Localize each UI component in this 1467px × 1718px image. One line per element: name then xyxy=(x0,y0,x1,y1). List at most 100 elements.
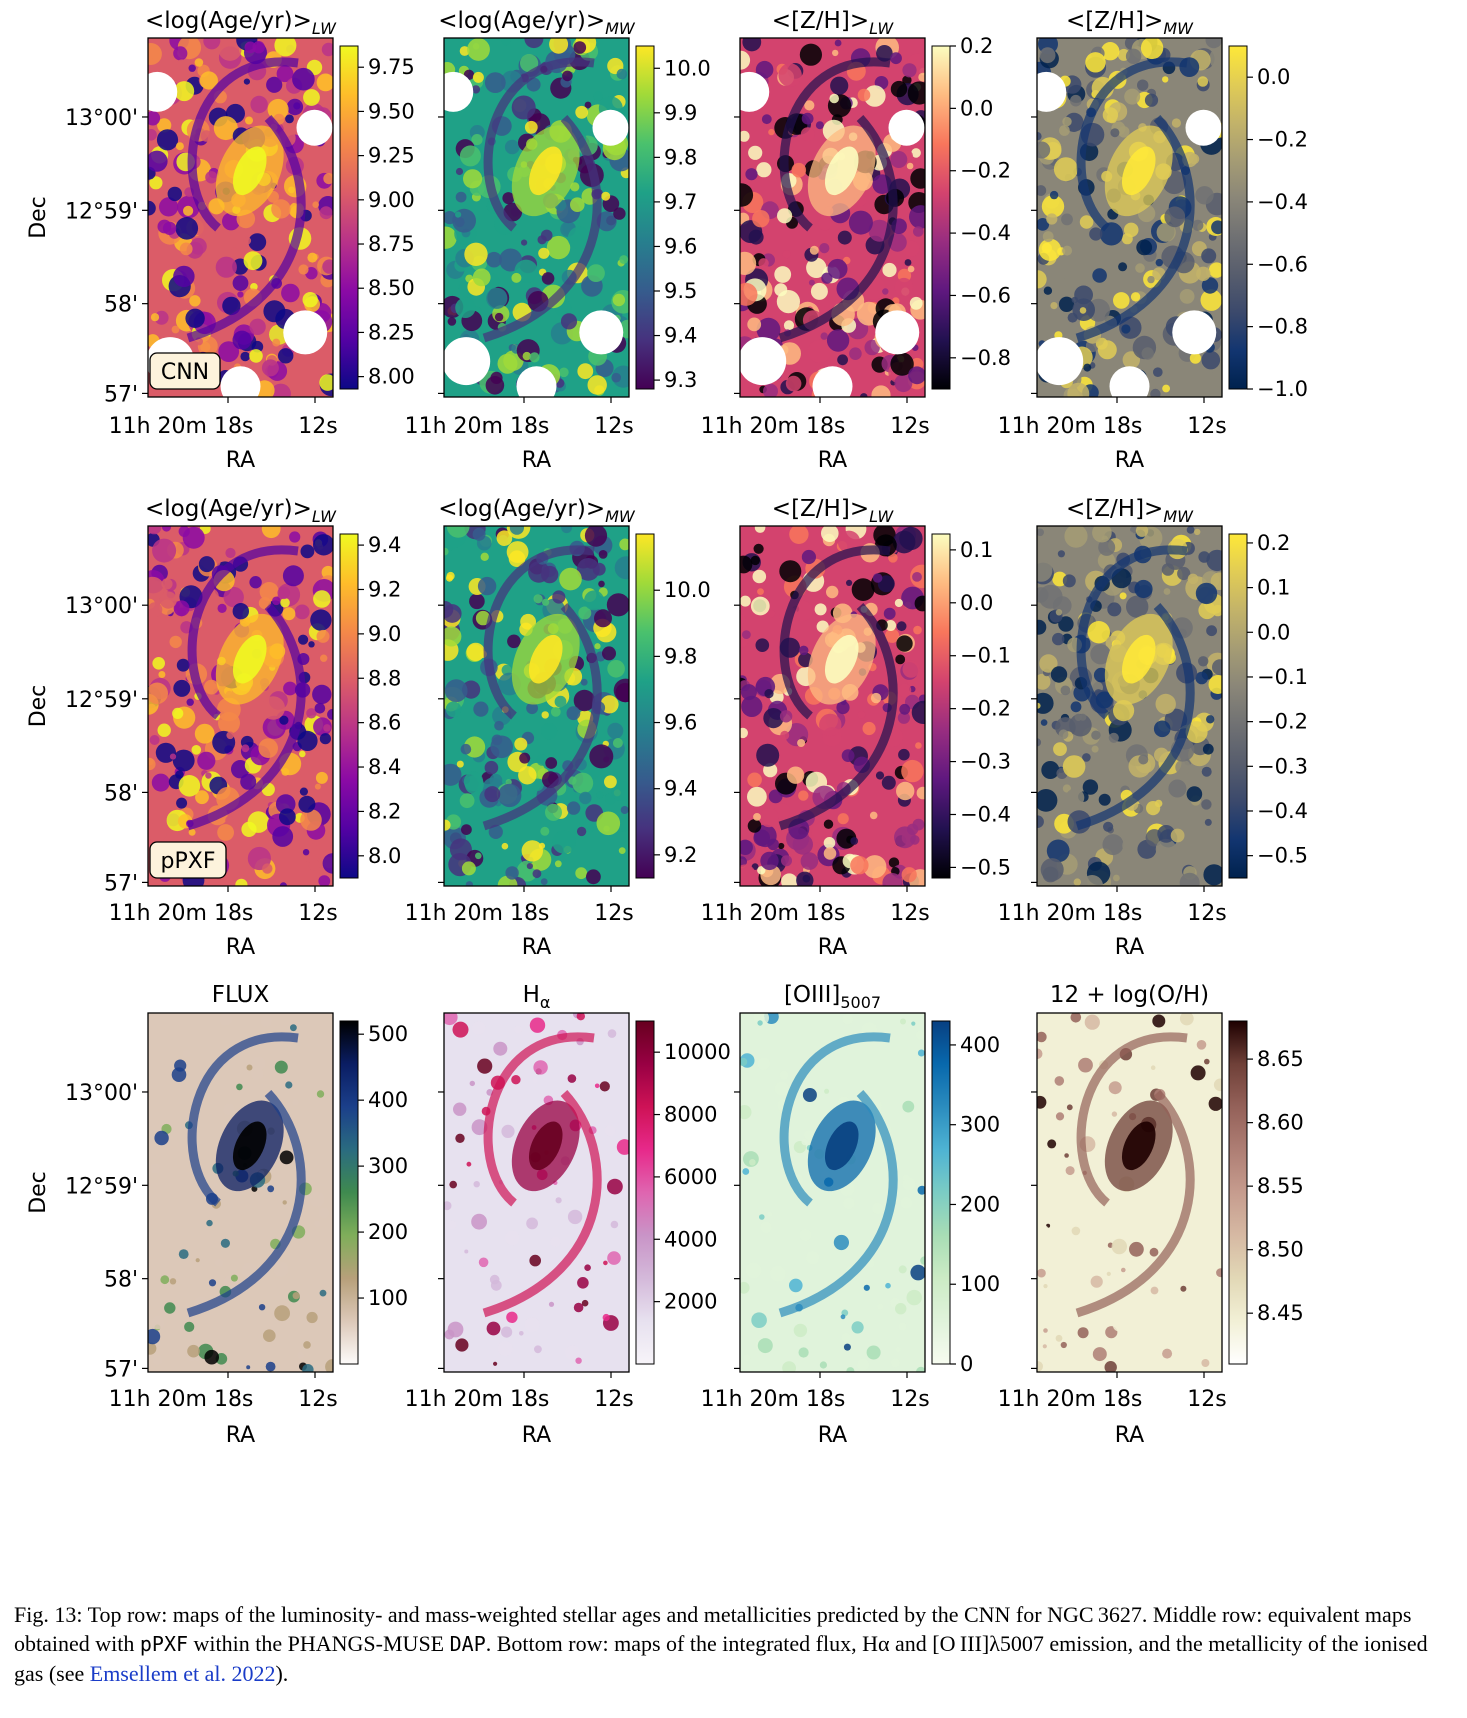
map-texture-blob xyxy=(533,1060,548,1075)
map-texture-blob xyxy=(611,372,621,383)
map-texture-blob xyxy=(259,582,279,602)
map-texture-blob xyxy=(173,679,191,697)
colorbar-tick-label: −0.1 xyxy=(1257,665,1308,689)
map-texture-blob xyxy=(213,1181,218,1187)
map-texture-blob xyxy=(555,1197,562,1204)
map-texture-blob xyxy=(446,526,470,538)
x-axis-label: RA xyxy=(226,448,255,473)
map-texture-blob xyxy=(1083,363,1092,372)
map-texture-blob xyxy=(444,547,449,556)
map-texture-blob xyxy=(1163,588,1171,595)
map-texture-blob xyxy=(740,50,751,70)
galaxy-core xyxy=(528,1121,563,1171)
map-texture-blob xyxy=(225,547,236,559)
map-texture-blob xyxy=(463,169,483,189)
map-texture-blob xyxy=(215,256,237,278)
map-texture-blob xyxy=(1077,1327,1089,1339)
map-texture-blob xyxy=(493,1361,498,1366)
map-texture-blob xyxy=(520,613,536,630)
panel-gas-4: 12 + log(O/H) 8.65 8.60 8.55 8.50 8.45 11h 20m… xyxy=(998,982,1304,1448)
map-texture-blob xyxy=(912,572,922,582)
map-texture-blob xyxy=(896,781,915,801)
map-texture-blob xyxy=(194,58,204,67)
map-texture-blob xyxy=(1121,324,1131,334)
map-texture-blob xyxy=(584,1264,591,1271)
map-texture-blob xyxy=(819,243,830,254)
map-texture-blob xyxy=(754,526,766,533)
map-texture-blob xyxy=(1210,1290,1222,1307)
colorbar-tick-label: 400 xyxy=(368,1088,408,1112)
map-texture-blob xyxy=(160,1275,170,1285)
map-texture-blob xyxy=(521,840,543,862)
map-texture-blob xyxy=(200,130,212,142)
map-texture-blob xyxy=(804,100,815,111)
map-texture-blob xyxy=(179,242,193,256)
map-texture-blob xyxy=(806,1251,820,1265)
spiral-arm xyxy=(483,545,595,720)
map-texture-blob xyxy=(148,129,157,141)
map-texture-blob xyxy=(1198,551,1210,563)
map-texture-blob xyxy=(148,576,165,601)
map-texture-blob xyxy=(882,873,903,886)
map-texture-blob xyxy=(1201,766,1212,777)
map-texture-blob xyxy=(580,678,588,686)
map-texture-blob xyxy=(319,1289,327,1297)
map-texture-blob xyxy=(444,1013,458,1026)
map-texture-blob xyxy=(249,576,262,589)
map-texture-blob xyxy=(1085,52,1106,73)
map-texture-blob xyxy=(890,52,902,65)
map-texture-blob xyxy=(843,1343,851,1351)
map-texture-blob xyxy=(1079,215,1094,229)
map-texture-blob xyxy=(587,264,605,282)
map-texture-blob xyxy=(575,867,588,880)
map-texture-blob xyxy=(607,660,625,678)
map-texture-blob xyxy=(743,1354,751,1362)
map-texture-blob xyxy=(262,863,273,874)
map-texture-blob xyxy=(1201,1359,1210,1367)
dec-tick-label: 57' xyxy=(104,1357,138,1382)
y-axis-label: Dec xyxy=(26,685,51,728)
map-texture-blob xyxy=(188,828,196,836)
panel-cnn-2: <log(Age/yr)>MW 10.0 9.9 9.8 9.7 9.6 9.5 9.4 9.3… xyxy=(405,8,711,473)
map-texture-blob xyxy=(1187,573,1199,585)
map-texture-blob xyxy=(740,282,758,306)
map-texture-blob xyxy=(1121,1267,1126,1273)
masked-region xyxy=(1109,366,1150,397)
map-texture-blob xyxy=(514,1025,522,1034)
colorbar-tick-label: 9.4 xyxy=(664,777,697,801)
map-texture-blob xyxy=(1042,231,1054,242)
map-texture-blob xyxy=(1111,1111,1118,1117)
map-texture-blob xyxy=(1161,563,1175,576)
map-texture-blob xyxy=(1060,1341,1067,1349)
map-texture-blob xyxy=(770,1265,786,1282)
map-texture-blob xyxy=(589,744,614,769)
map-texture-blob xyxy=(1089,550,1099,559)
map-texture-blob xyxy=(1212,659,1222,676)
masked-region xyxy=(888,109,925,146)
map-texture-blob xyxy=(173,600,190,617)
map-texture-blob xyxy=(882,262,897,278)
map-texture-blob xyxy=(920,1256,925,1265)
caption-reference-link[interactable]: Emsellem et al. 2022 xyxy=(89,1661,276,1686)
map-texture-blob xyxy=(864,339,880,356)
map-texture-blob xyxy=(802,874,811,883)
x-axis-label: RA xyxy=(818,935,847,960)
map-texture-blob xyxy=(1175,759,1191,775)
map-texture-blob xyxy=(455,1133,465,1144)
map-texture-blob xyxy=(753,543,764,554)
map-texture-blob xyxy=(1094,1093,1104,1104)
map-texture-blob xyxy=(159,197,179,217)
map-texture-blob xyxy=(1192,219,1204,231)
colorbar xyxy=(1228,1020,1248,1365)
map-texture-blob xyxy=(524,120,538,134)
colorbar xyxy=(1228,45,1248,390)
map-texture-blob xyxy=(159,591,177,609)
map-texture-blob xyxy=(904,259,912,266)
map-texture-blob xyxy=(799,1229,812,1241)
map-texture-blob xyxy=(1177,817,1185,824)
map-image xyxy=(740,1013,925,1372)
map-texture-blob xyxy=(1121,233,1133,245)
map-frame xyxy=(443,1012,630,1373)
map-texture-blob xyxy=(1197,1196,1204,1202)
map-texture-blob xyxy=(570,182,580,192)
